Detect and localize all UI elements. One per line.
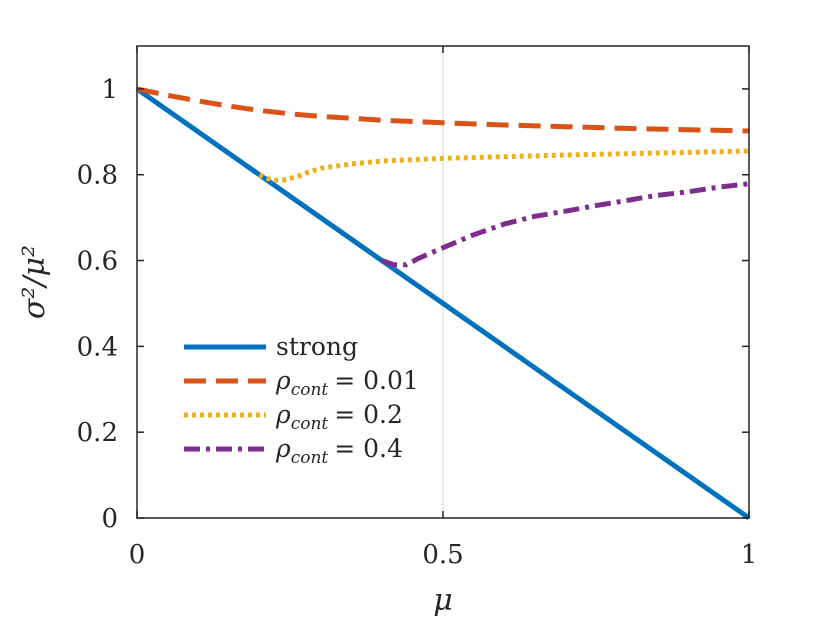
series-line-strong [135, 86, 751, 521]
legend-label-rho_cont_0.4: ρcont = 0.4 [275, 434, 403, 468]
legend-symbol: ρ [275, 434, 291, 463]
y-tick-label: 0.4 [77, 332, 118, 362]
x-tick-label: 0.5 [422, 540, 463, 570]
legend-value: = 0.4 [334, 434, 403, 463]
y-tick-label: 1 [101, 75, 118, 105]
x-axis-label: μ [433, 583, 453, 618]
series-line-rho_cont_0.2 [258, 148, 750, 183]
y-axis-label: σ²/μ² [17, 245, 52, 319]
x-tick-label: 1 [741, 540, 758, 570]
legend-subscript: cont [291, 380, 329, 400]
legend-label-rho_cont_0.01: ρcont = 0.01 [275, 366, 419, 400]
y-tick-label: 0.8 [77, 161, 118, 191]
legend-symbol: ρ [275, 366, 291, 395]
legend-label-strong: strong [276, 332, 358, 361]
y-tick-labels: 0 0.2 0.4 0.6 0.8 1 [77, 75, 118, 534]
legend-subscript: cont [291, 414, 329, 434]
series-line-rho_cont_0.01 [136, 86, 750, 134]
legend-subscript: cont [291, 448, 329, 468]
y-tick-label: 0.2 [77, 418, 118, 448]
legend-value: = 0.01 [334, 366, 419, 395]
x-tick-labels: 0 0.5 1 [129, 540, 758, 570]
x-tick-label: 0 [129, 540, 146, 570]
series-layer [135, 86, 751, 521]
legend-value: = 0.2 [334, 400, 403, 429]
y-tick-label: 0 [101, 504, 118, 534]
series-line-rho_cont_0.4 [380, 181, 750, 268]
legend-label-rho_cont_0.2: ρcont = 0.2 [275, 400, 403, 434]
tick-layer [136, 46, 750, 519]
legend-symbol: ρ [275, 400, 291, 429]
y-tick-label: 0.6 [77, 247, 118, 277]
